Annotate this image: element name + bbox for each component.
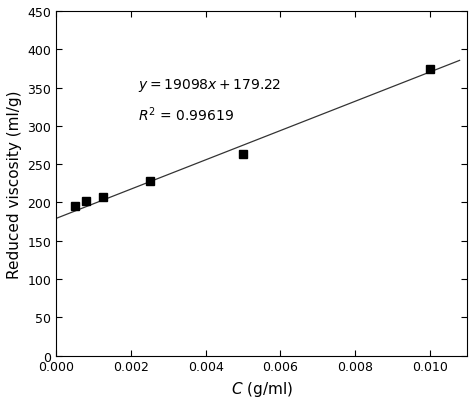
Text: $y = 19098x + 179.22$: $y = 19098x + 179.22$ [138,77,282,93]
Y-axis label: Reduced viscosity (ml/g): Reduced viscosity (ml/g) [7,90,22,278]
Text: $R^2$ = 0.99619: $R^2$ = 0.99619 [138,105,235,124]
X-axis label: $C$ (g/ml): $C$ (g/ml) [231,379,292,398]
